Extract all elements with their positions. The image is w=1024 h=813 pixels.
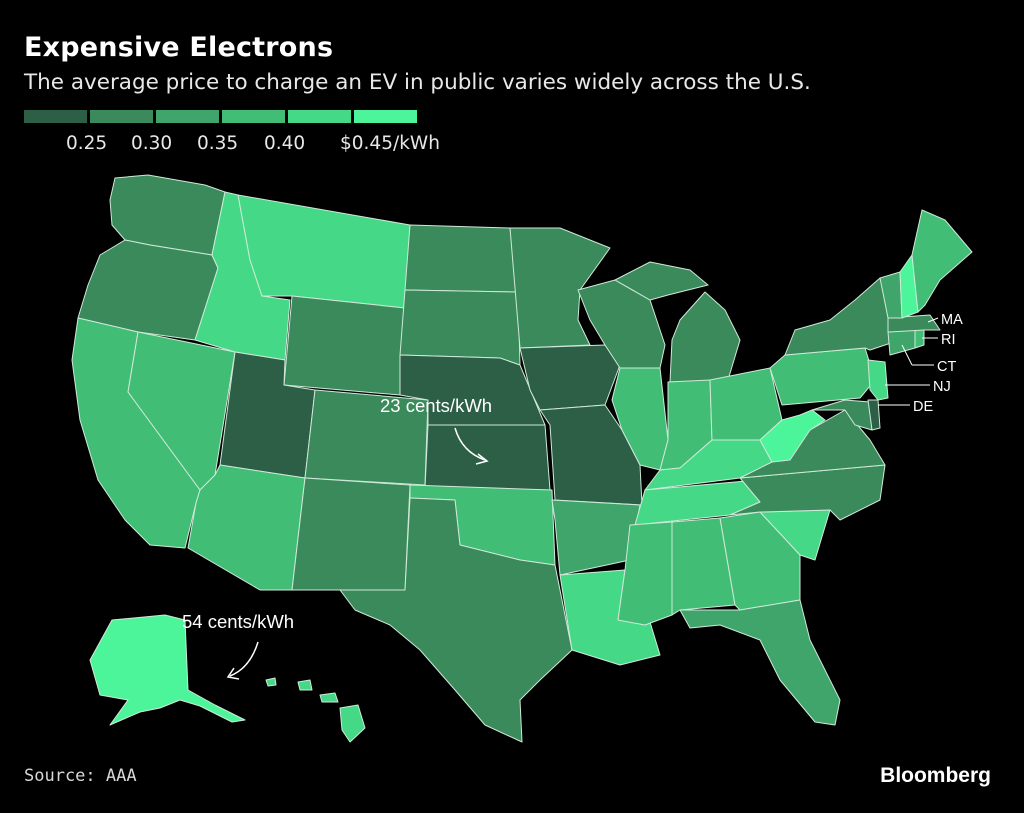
legend-label-040: 0.40 [264, 133, 306, 154]
state-michigan-lower[interactable] [669, 291, 741, 383]
legend-color-bar [24, 110, 417, 123]
chart-title: Expensive Electrons [24, 32, 334, 63]
state-delaware[interactable] [867, 399, 881, 431]
state-south-dakota[interactable] [399, 289, 521, 366]
state-oregon[interactable] [77, 239, 219, 341]
label-ri: RI [941, 332, 956, 348]
state-west-virginia[interactable] [759, 409, 826, 463]
state-iowa[interactable] [519, 344, 621, 411]
state-north-dakota[interactable] [404, 224, 519, 293]
state-alaska[interactable] [89, 614, 246, 726]
alaska-arrow [229, 641, 259, 677]
color-legend [24, 110, 417, 123]
state-alabama[interactable] [671, 517, 736, 616]
state-massachusetts[interactable] [887, 314, 941, 333]
legend-label-035: 0.35 [197, 133, 239, 154]
source-note: Source: AAA [24, 766, 137, 786]
state-rhode-island[interactable] [914, 329, 925, 349]
state-arkansas[interactable] [551, 499, 641, 576]
alaska-annotation: 54 cents/kWh [182, 611, 294, 632]
state-connecticut[interactable] [887, 329, 916, 356]
label-nj: NJ [933, 379, 951, 395]
state-pennsylvania[interactable] [769, 347, 876, 406]
state-new-mexico[interactable] [291, 477, 411, 591]
bloomberg-logo: Bloomberg [880, 764, 991, 787]
state-hawaii-4[interactable] [339, 704, 366, 743]
state-hawaii-3[interactable] [319, 692, 339, 703]
state-new-jersey[interactable] [867, 359, 889, 401]
state-hawaii-1[interactable] [265, 677, 277, 687]
state-wyoming[interactable] [283, 295, 406, 396]
kansas-annotation: 23 cents/kWh [380, 395, 492, 416]
state-missouri[interactable] [539, 404, 643, 506]
state-illinois[interactable] [611, 367, 669, 471]
state-texas[interactable] [339, 497, 573, 743]
label-ma: MA [941, 312, 963, 328]
label-de: DE [913, 399, 933, 415]
state-kansas[interactable] [424, 424, 551, 491]
kansas-arrowhead [475, 453, 489, 465]
legend-swatch-6 [354, 110, 417, 123]
state-florida[interactable] [679, 599, 841, 726]
legend-swatch-2 [90, 110, 153, 123]
legend-swatch-5 [288, 110, 351, 123]
state-michigan-upper[interactable] [614, 261, 709, 301]
legend-label-025: 0.25 [66, 133, 108, 154]
legend-labels: 0.25 0.30 0.35 0.40 $0.45/kWh [0, 110, 500, 154]
ma-leader [927, 317, 939, 323]
ct-leader [901, 344, 913, 366]
state-north-carolina[interactable] [729, 464, 886, 521]
chart-subtitle: The average price to charge an EV in pub… [24, 70, 811, 95]
legend-swatch-4 [222, 110, 285, 123]
label-ct: CT [937, 359, 956, 375]
legend-swatch-1 [24, 110, 87, 123]
state-maine[interactable] [911, 209, 973, 313]
state-arizona[interactable] [187, 464, 306, 591]
alaska-arrowhead [226, 667, 240, 680]
kansas-arrow [454, 427, 486, 461]
state-hawaii-2[interactable] [297, 679, 313, 691]
legend-swatch-3 [156, 110, 219, 123]
state-montana[interactable] [237, 194, 411, 309]
legend-label-045: $0.45/kWh [340, 133, 440, 154]
legend-label-030: 0.30 [131, 133, 173, 154]
